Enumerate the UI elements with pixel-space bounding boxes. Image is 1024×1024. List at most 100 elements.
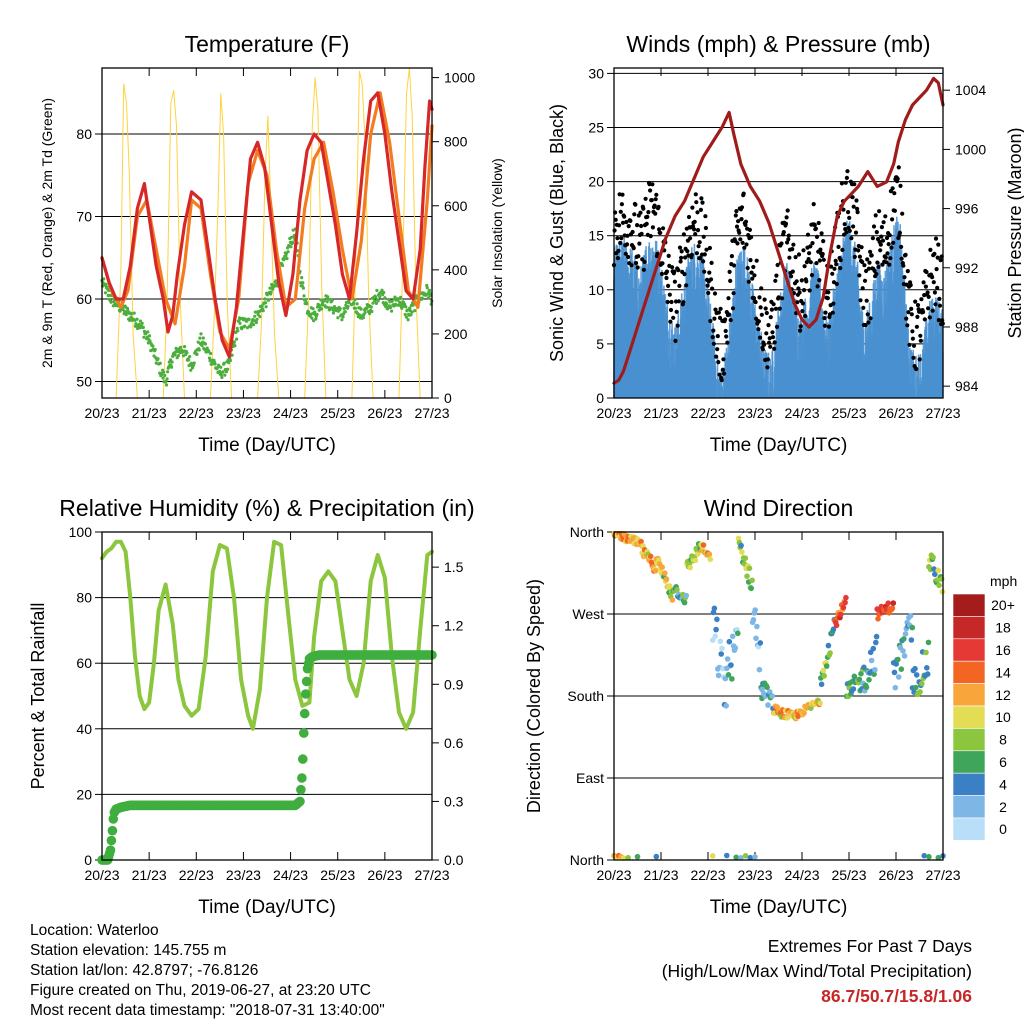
gust-point xyxy=(681,300,686,305)
gust-point xyxy=(870,236,876,241)
dewpoint-point xyxy=(280,263,285,268)
gust-point xyxy=(643,196,648,201)
gust-point xyxy=(840,247,845,252)
gust-point xyxy=(878,248,883,253)
gust-point xyxy=(753,300,758,305)
gust-point xyxy=(744,242,749,247)
dewpoint-point xyxy=(376,299,380,303)
direction-point xyxy=(895,656,901,663)
gust-point xyxy=(653,211,658,216)
gust-point xyxy=(727,269,732,274)
gust-point xyxy=(925,290,930,295)
gust-point xyxy=(716,310,722,315)
winds-ytick-label: 15 xyxy=(588,228,604,244)
gust-point xyxy=(926,306,931,311)
gust-point xyxy=(799,278,804,283)
direction-point xyxy=(863,684,870,691)
gust-point xyxy=(765,365,770,370)
direction-point xyxy=(754,623,760,630)
gust-point xyxy=(830,271,835,276)
gust-point xyxy=(658,230,663,235)
gust-point xyxy=(728,318,733,323)
gust-point xyxy=(775,262,780,268)
precip-point xyxy=(301,676,312,687)
gust-point xyxy=(739,205,745,210)
winds-y2tick-label: 984 xyxy=(955,378,979,394)
gust-point xyxy=(749,235,754,240)
gust-point xyxy=(757,295,762,300)
gust-point xyxy=(785,208,790,213)
gust-point xyxy=(767,340,772,345)
gust-point xyxy=(766,323,771,328)
direction-point xyxy=(817,700,823,707)
gust-point xyxy=(734,224,740,229)
direction-point xyxy=(711,605,718,612)
gust-point xyxy=(901,263,906,268)
dewpoint-point xyxy=(203,342,208,346)
dewpoint-point xyxy=(363,310,367,315)
gust-point xyxy=(664,269,670,274)
winds-ytick-label: 30 xyxy=(588,65,604,81)
direction-point xyxy=(936,582,942,589)
gust-point xyxy=(791,242,796,247)
gust-point xyxy=(758,335,763,340)
gust-point xyxy=(845,169,850,174)
gust-point xyxy=(784,215,789,220)
gust-point xyxy=(665,299,670,305)
dewpoint-point xyxy=(336,316,340,320)
gust-point xyxy=(872,268,877,273)
colorbar-label: 0 xyxy=(999,821,1007,837)
gust-point xyxy=(632,212,637,217)
gust-point xyxy=(816,220,821,226)
direction-point xyxy=(861,664,867,671)
gust-point xyxy=(887,233,892,238)
gust-point xyxy=(919,297,924,302)
gust-point xyxy=(866,320,871,325)
gust-point xyxy=(746,279,751,284)
gust-point xyxy=(623,251,628,256)
gust-point xyxy=(842,222,847,227)
dewpoint-point xyxy=(109,300,113,304)
gust-point xyxy=(749,270,754,275)
gust-point xyxy=(937,296,942,301)
gust-point xyxy=(809,273,815,278)
gust-point xyxy=(892,191,897,196)
dewpoint-point xyxy=(252,323,256,327)
colorbar-label: 16 xyxy=(995,642,1011,658)
location-text: Location: Waterloo xyxy=(30,922,159,939)
gust-point xyxy=(931,280,936,285)
dewpoint-point xyxy=(291,240,295,244)
dewpoint-point xyxy=(361,316,365,320)
direction-point xyxy=(709,637,716,643)
dewpoint-point xyxy=(426,292,430,296)
direction-point xyxy=(926,853,932,860)
dewpoint-point xyxy=(255,317,259,321)
temperature-y2tick-label: 1000 xyxy=(444,70,475,86)
gust-point xyxy=(715,347,720,352)
pressure-line xyxy=(612,76,945,385)
direction-point xyxy=(647,553,654,560)
gust-point xyxy=(615,236,620,241)
winds-frame xyxy=(613,67,944,399)
gust-point xyxy=(921,280,926,285)
gust-point xyxy=(642,259,647,264)
dewpoint-point xyxy=(232,340,236,344)
extremes-box: Extremes For Past 7 Days (High/Low/Max W… xyxy=(662,934,972,1009)
gust-point xyxy=(666,283,671,288)
wind-direction-xtick-label: 27/23 xyxy=(925,867,960,883)
dewpoint-point xyxy=(164,379,168,383)
direction-point xyxy=(749,577,755,584)
direction-point xyxy=(858,670,864,677)
dewpoint-point xyxy=(274,279,278,283)
temperature-xtick-label: 25/23 xyxy=(320,405,355,421)
dewpoint-point xyxy=(325,300,329,304)
direction-point xyxy=(784,715,791,721)
gust-point xyxy=(689,252,694,257)
gust-point xyxy=(867,260,872,265)
wind-direction-frame xyxy=(613,531,944,861)
humidity-title: Relative Humidity (%) & Precipitation (i… xyxy=(59,495,474,521)
dewpoint-point xyxy=(410,310,414,314)
gust-point xyxy=(875,260,880,265)
gust-point xyxy=(914,324,920,329)
direction-point xyxy=(706,551,713,558)
